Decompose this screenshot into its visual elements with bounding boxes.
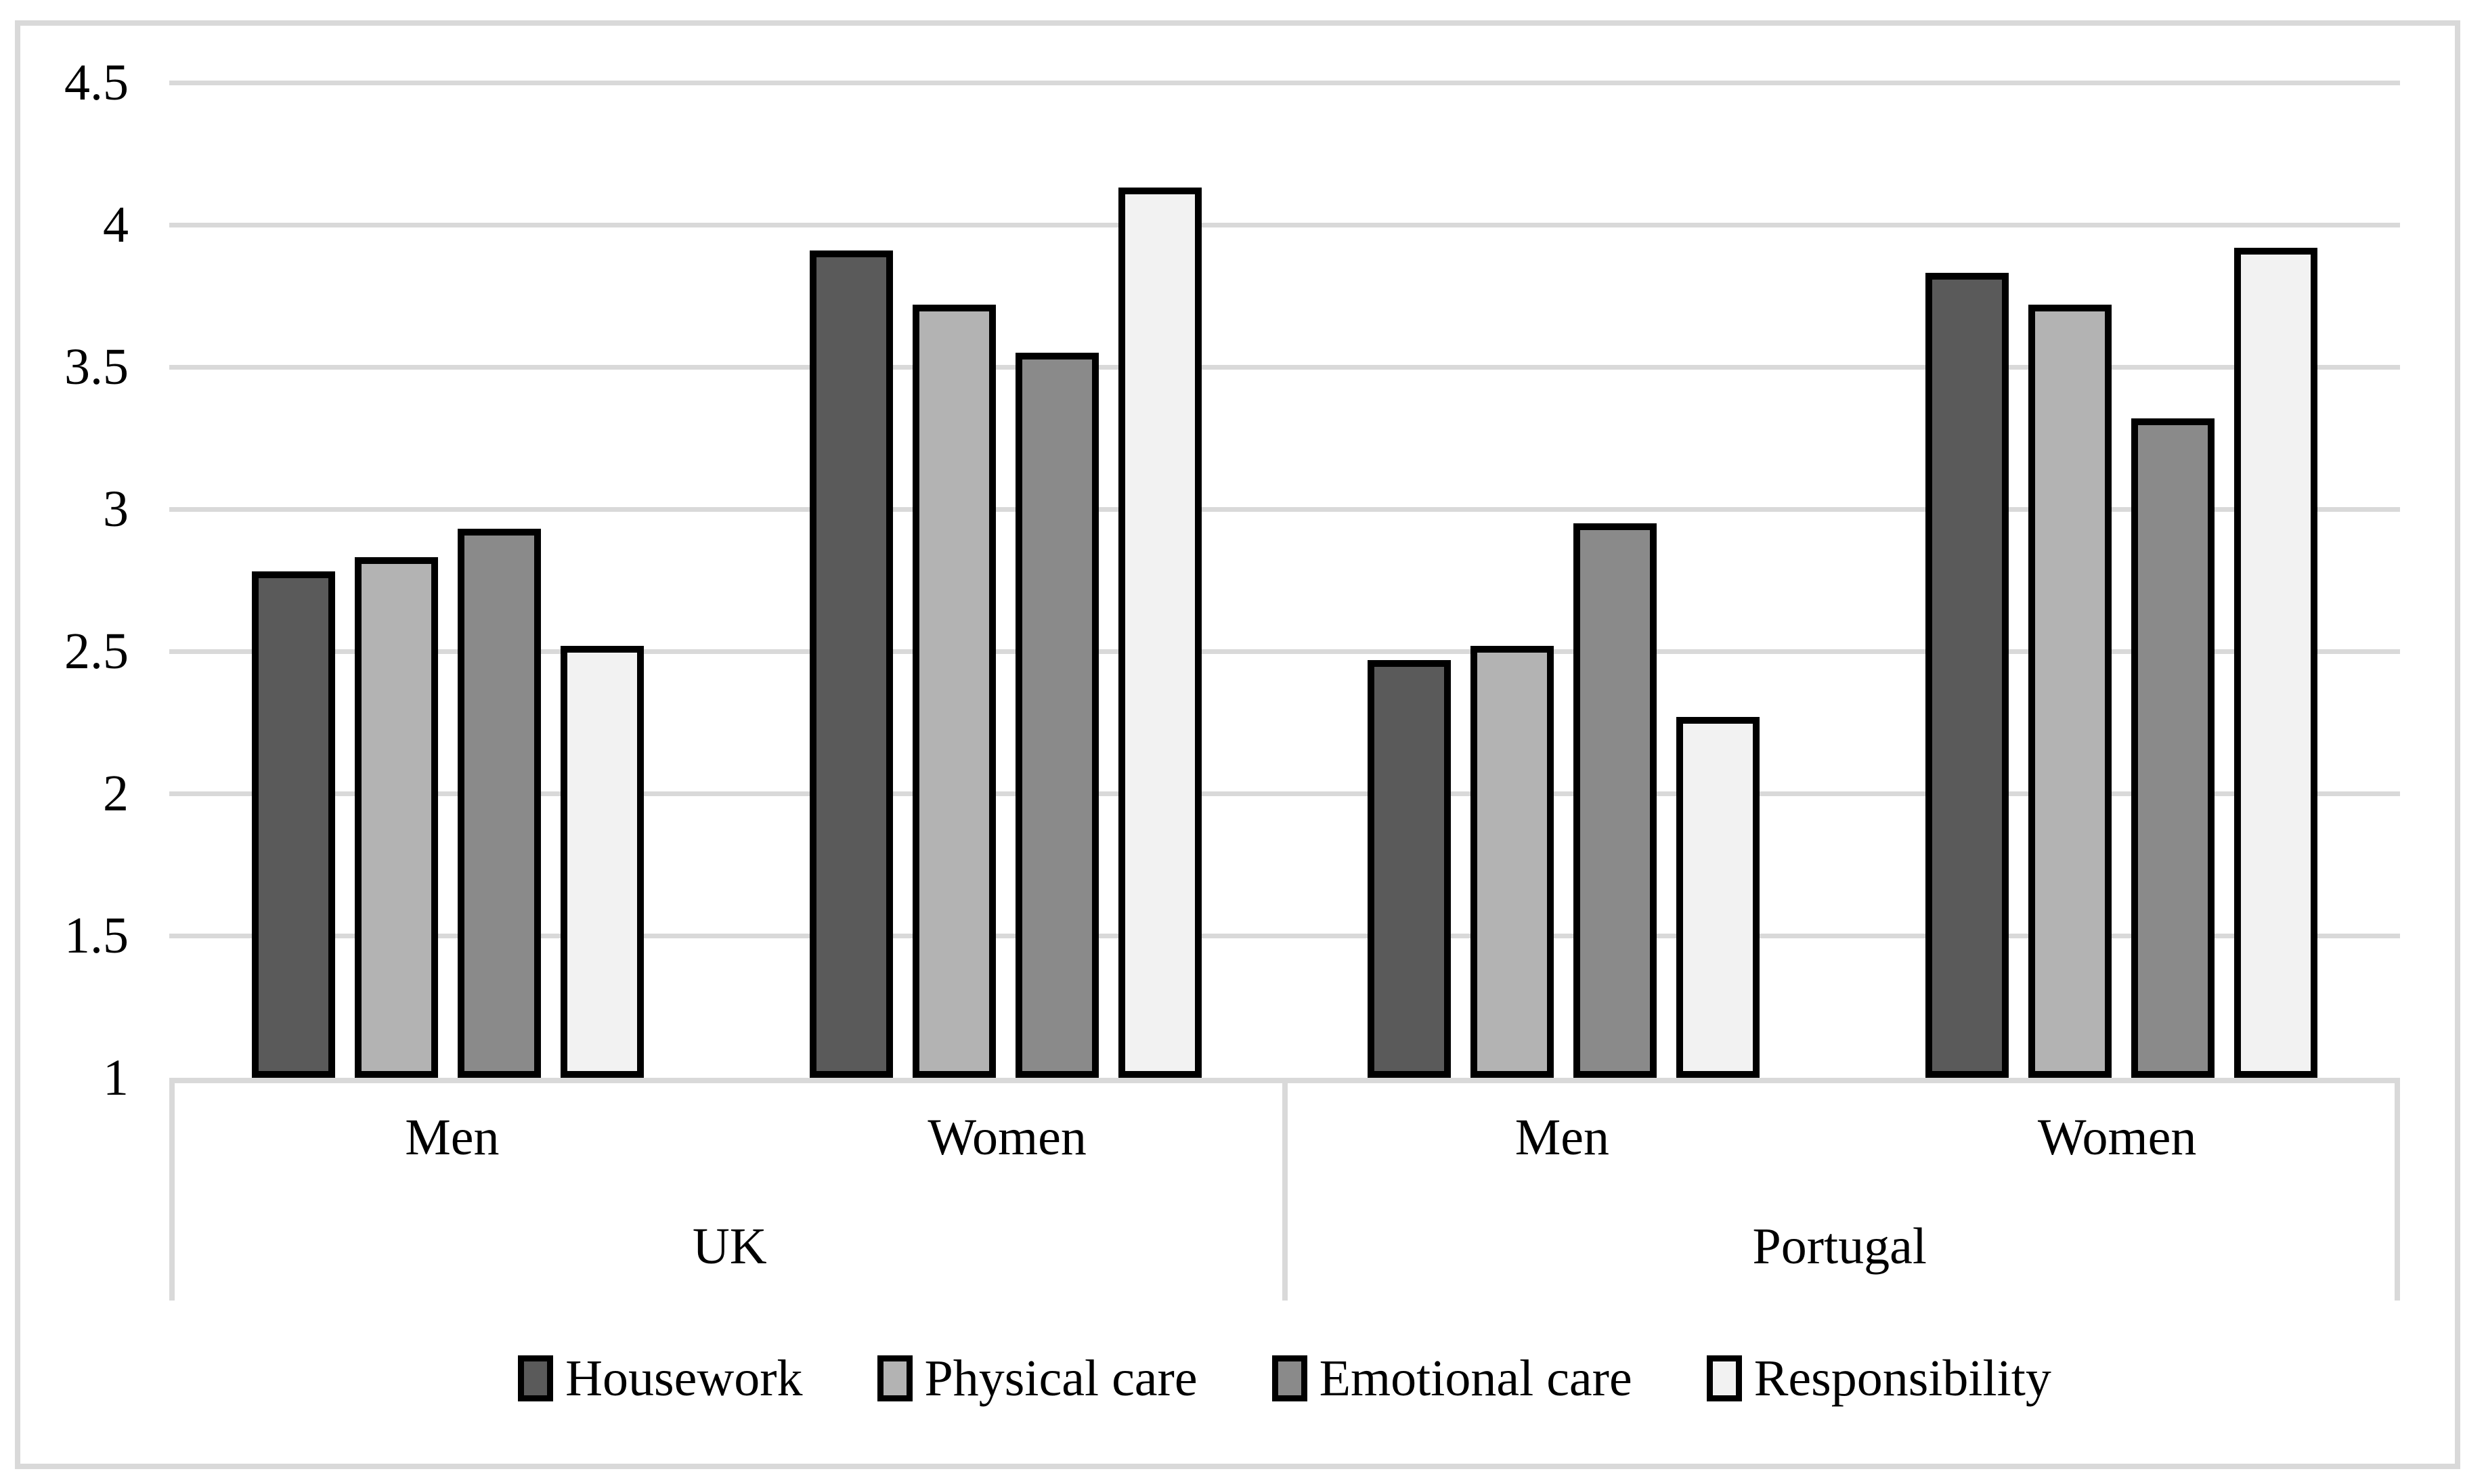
bar-uk-women-emotional-care bbox=[1016, 353, 1099, 1078]
legend-item-responsibility: Responsibility bbox=[1706, 1350, 2051, 1407]
bar-portugal-men-physical-care bbox=[1470, 645, 1554, 1078]
axis-label-portugal-men: Men bbox=[1514, 1109, 1610, 1166]
bar-portugal-women-responsibility bbox=[2233, 247, 2317, 1078]
legend-swatch-emotional-care bbox=[1271, 1355, 1307, 1401]
y-axis-tick-label: 2.5 bbox=[64, 623, 129, 680]
bar-portugal-women-physical-care bbox=[2028, 304, 2112, 1078]
bar-portugal-men-emotional-care bbox=[1573, 523, 1657, 1078]
gridline bbox=[169, 507, 2400, 512]
bar-uk-men-emotional-care bbox=[458, 529, 542, 1078]
bar-portugal-women-housework bbox=[1925, 273, 2009, 1078]
axis-label-uk: UK bbox=[692, 1217, 767, 1275]
y-axis-tick-label: 4.5 bbox=[64, 54, 129, 111]
y-axis-tick-label: 1.5 bbox=[64, 907, 129, 964]
axis-label-portugal: Portugal bbox=[1752, 1217, 1927, 1275]
bar-uk-women-housework bbox=[810, 250, 894, 1078]
axis-label-portugal-women: Women bbox=[2037, 1109, 2197, 1166]
bar-portugal-women-emotional-care bbox=[2131, 418, 2215, 1078]
bar-portugal-men-responsibility bbox=[1676, 716, 1760, 1078]
gridline bbox=[169, 791, 2400, 796]
legend-item-housework: Housework bbox=[518, 1350, 803, 1407]
bar-uk-women-responsibility bbox=[1118, 188, 1202, 1078]
gridline bbox=[169, 365, 2400, 370]
y-axis-tick-label: 3.5 bbox=[64, 339, 129, 395]
legend-label-emotional-care: Emotional care bbox=[1319, 1350, 1632, 1407]
legend-item-physical-care: Physical care bbox=[877, 1353, 1198, 1404]
axis-label-uk-women: Women bbox=[928, 1109, 1087, 1166]
legend-swatch-physical-care bbox=[877, 1355, 913, 1401]
bar-uk-men-responsibility bbox=[561, 645, 645, 1078]
country-divider bbox=[1282, 1078, 1288, 1301]
legend: Housework Physical care Emotional care Resp… bbox=[169, 1301, 2400, 1456]
bar-portugal-men-housework bbox=[1367, 659, 1451, 1078]
country-label-row: UK Portugal bbox=[175, 1192, 2395, 1301]
y-axis-tick-label: 3 bbox=[103, 481, 129, 538]
legend-swatch-housework bbox=[518, 1355, 554, 1401]
gridline bbox=[169, 81, 2400, 85]
y-axis-tick-label: 2 bbox=[103, 765, 129, 822]
y-axis-tick-label: 4 bbox=[103, 196, 129, 253]
legend-label-housework: Housework bbox=[565, 1350, 803, 1407]
axis-label-uk-men: Men bbox=[405, 1109, 500, 1166]
bar-uk-men-physical-care bbox=[355, 557, 439, 1078]
legend-label-physical-care: Physical care bbox=[924, 1350, 1198, 1407]
legend-label-responsibility: Responsibility bbox=[1753, 1350, 2051, 1407]
gridline bbox=[169, 649, 2400, 654]
bar-uk-men-housework bbox=[252, 571, 336, 1078]
legend-item-emotional-care: Emotional care bbox=[1271, 1350, 1632, 1407]
gridline bbox=[169, 934, 2400, 938]
y-axis-tick-label: 1 bbox=[103, 1049, 129, 1106]
bar-uk-women-physical-care bbox=[913, 304, 997, 1078]
legend-swatch-responsibility bbox=[1706, 1355, 1742, 1401]
gridline bbox=[169, 223, 2400, 227]
gender-label-row: Men Women Men Women bbox=[175, 1083, 2395, 1192]
